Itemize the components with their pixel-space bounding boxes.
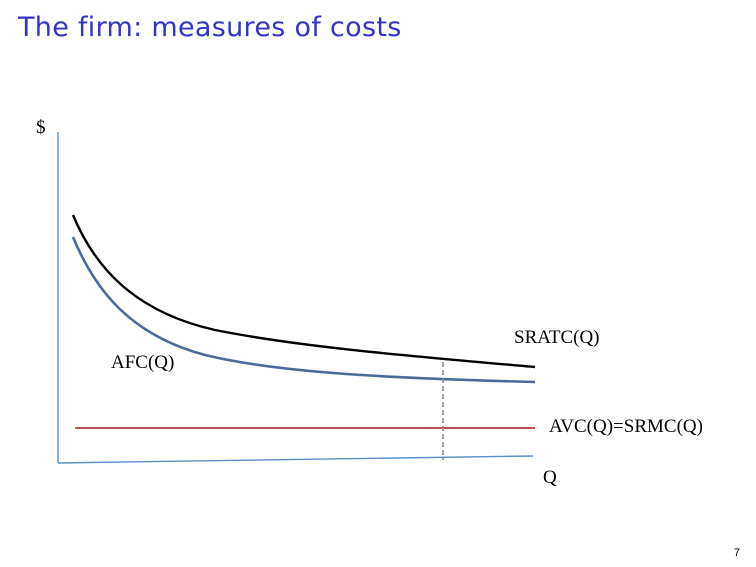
slide-title: The firm: measures of costs [18, 12, 402, 43]
x-axis [57, 455, 534, 464]
afc-label: AFC(Q) [111, 352, 175, 373]
avc-srmc-label: AVC(Q)=SRMC(Q) [549, 416, 703, 437]
slide-number: 7 [733, 547, 740, 559]
sratc-curve [71, 214, 536, 369]
afc-curve [71, 236, 536, 384]
y-axis-label: $ [36, 117, 46, 138]
x-axis-label: Q [543, 467, 557, 488]
sratc-label: SRATC(Q) [514, 327, 600, 348]
